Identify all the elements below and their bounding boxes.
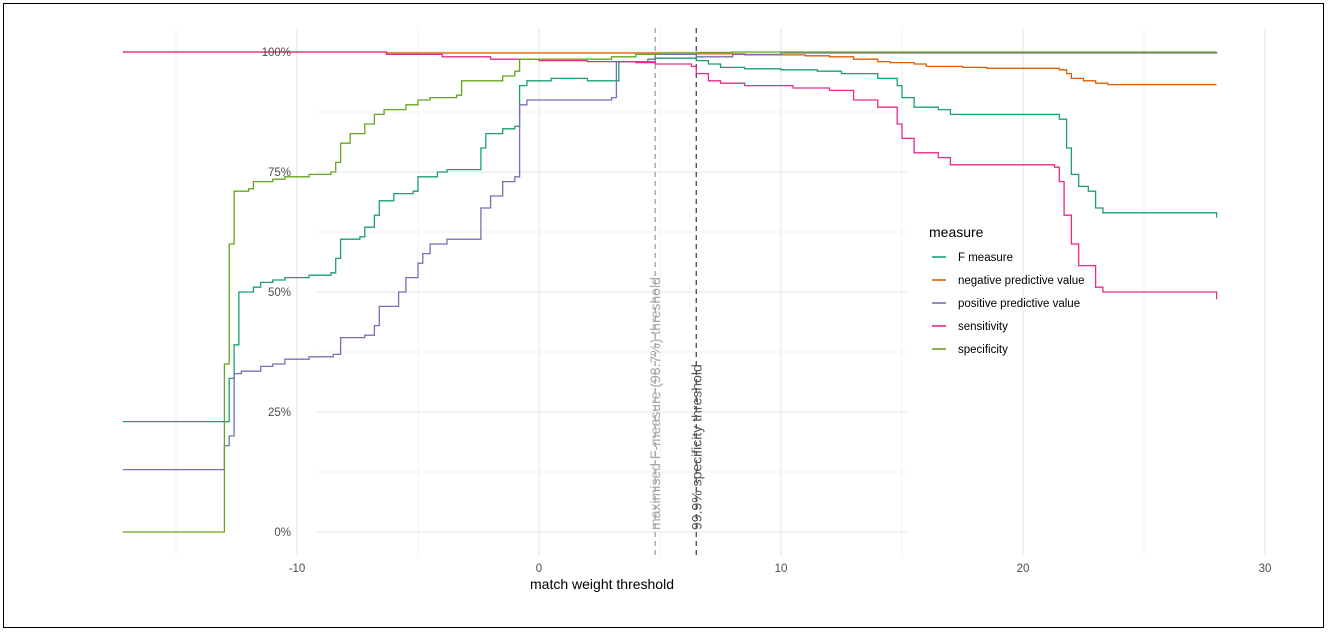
legend-label: sensitivity — [958, 321, 1008, 333]
y-tick-label: 25% — [268, 407, 291, 419]
series-line — [122, 51, 1218, 300]
legend-label: specificity — [958, 344, 1008, 356]
series-line — [122, 51, 1217, 86]
threshold-label: maximised F-measure (98.7%) threshold — [647, 277, 663, 530]
axis-layer: 0% 25% 50% 75% 100% -10 0 10 20 30 — [262, 47, 1272, 575]
series-line — [122, 52, 1218, 471]
legend-label: negative predictive value — [958, 275, 1085, 287]
x-tick-label: 20 — [1017, 563, 1030, 575]
y-tick-label: 75% — [268, 167, 291, 179]
y-tick-label: 0% — [274, 527, 291, 539]
chart-frame: maximised F-measure (98.7%) threshold 99.… — [3, 3, 1324, 628]
chart-svg: maximised F-measure (98.7%) threshold 99.… — [122, 28, 1272, 592]
series-line — [122, 51, 1217, 533]
threshold-label: 99.9% specificity threshold — [688, 364, 704, 530]
x-tick-label: 0 — [536, 563, 542, 575]
x-axis-title: match weight threshold — [530, 576, 674, 592]
legend-title: measure — [929, 224, 984, 240]
series-line — [122, 57, 1218, 423]
legend-label: positive predictive value — [958, 298, 1080, 310]
grid-layer — [175, 28, 1266, 556]
x-tick-label: 10 — [775, 563, 788, 575]
x-tick-label: 30 — [1259, 563, 1272, 575]
y-tick-label: 100% — [262, 47, 291, 59]
series-layer — [122, 51, 1218, 533]
legend-label: F measure — [958, 252, 1013, 264]
threshold-lines: maximised F-measure (98.7%) threshold 99.… — [647, 28, 704, 556]
legend: measure F measure negative predictive val… — [929, 224, 1085, 356]
y-tick-label: 50% — [268, 287, 291, 299]
x-tick-label: -10 — [289, 563, 306, 575]
